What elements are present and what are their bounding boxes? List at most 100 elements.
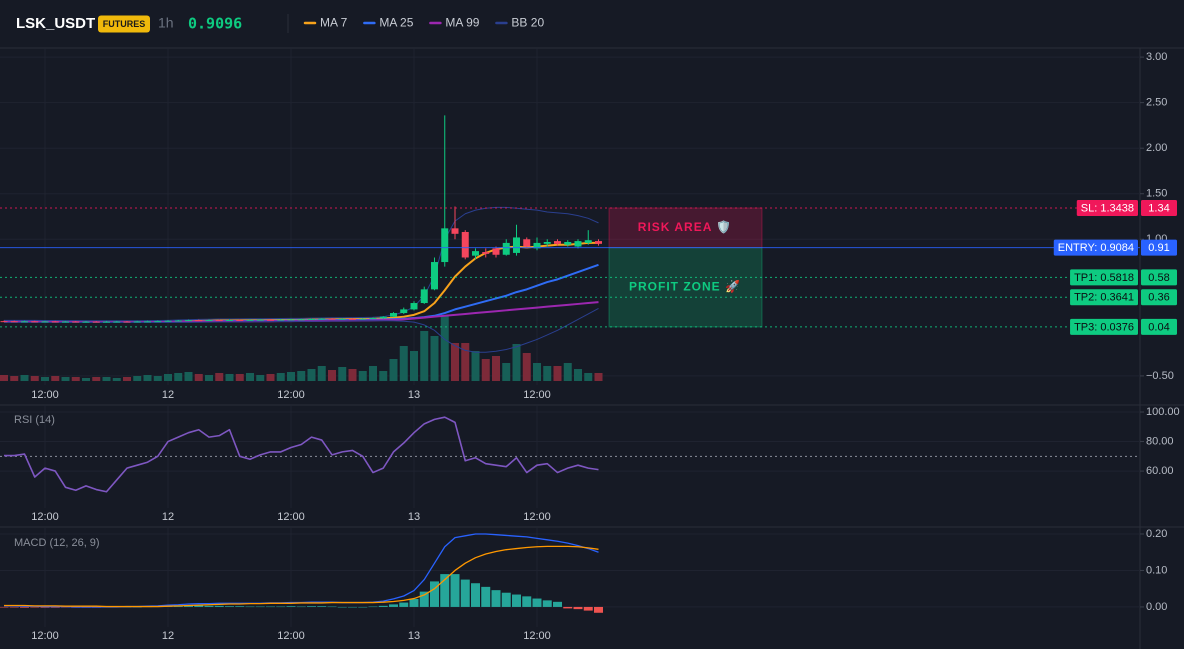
axis-label-bg <box>1141 269 1177 286</box>
y-tick-label: 2.50 <box>1146 97 1167 109</box>
volume-bar <box>164 374 172 381</box>
volume-bar <box>92 377 101 381</box>
candle-body <box>123 321 131 323</box>
x-tick-label: 13 <box>408 511 420 523</box>
histogram-bar <box>563 606 573 609</box>
rsi-line <box>4 416 599 493</box>
level-label: SL: 1.3438 <box>1081 202 1134 214</box>
level-label: TP2: 0.3641 <box>1074 292 1134 304</box>
histogram-bar <box>583 606 593 611</box>
volume-bar <box>522 353 531 381</box>
signal-line <box>4 545 599 608</box>
volume-bar <box>399 346 408 381</box>
volume-bar <box>502 363 511 381</box>
histogram-bar <box>491 590 501 607</box>
candle-body <box>297 319 305 321</box>
volume-bar <box>215 373 224 381</box>
candle-body <box>513 237 520 253</box>
candle-body <box>328 318 336 320</box>
y-tick-label: 0.00 <box>1146 601 1167 613</box>
candle-body <box>318 318 326 320</box>
candle-body <box>461 231 469 258</box>
histogram-bar <box>348 606 357 608</box>
axis-label: 0.91 <box>1148 242 1169 254</box>
histogram-bar <box>430 581 439 607</box>
x-tick-label: 12:00 <box>277 630 305 642</box>
candle-body <box>164 320 172 322</box>
volume-bar <box>369 366 377 381</box>
volume-bar <box>102 377 111 381</box>
x-tick-label: 12:00 <box>31 511 59 523</box>
zone <box>608 207 763 249</box>
histogram-bar <box>276 606 286 608</box>
histogram-bar <box>235 606 245 607</box>
histogram-bar <box>30 606 40 608</box>
zone-label: PROFIT ZONE 🚀 <box>629 279 741 293</box>
volume-bar <box>358 371 367 381</box>
candle-body <box>400 309 408 314</box>
axis-label: 0.04 <box>1148 321 1169 333</box>
x-tick-label: 12:00 <box>277 389 305 401</box>
candle-body <box>287 319 295 321</box>
candle-body <box>195 320 203 322</box>
y-tick-label: 1.50 <box>1146 188 1167 200</box>
histogram-bar <box>419 591 429 607</box>
volume-bar <box>235 374 244 381</box>
volume-bar <box>553 366 562 381</box>
panel-title: RSI (14) <box>14 414 55 426</box>
histogram-bar <box>573 606 583 610</box>
candle-body <box>349 318 356 320</box>
candle-body <box>10 321 18 323</box>
histogram-bar <box>0 606 9 608</box>
volume-bar <box>543 366 552 381</box>
volume-bar <box>379 371 388 381</box>
volume-bar <box>574 369 582 381</box>
candle-body <box>502 242 510 255</box>
volume-bar <box>533 363 541 381</box>
y-tick-label: 0.10 <box>1146 564 1167 576</box>
volume-bar <box>184 372 193 381</box>
legend-label: MA 99 <box>445 16 479 30</box>
histogram-bar <box>337 606 347 608</box>
volume-bar <box>0 375 8 381</box>
zone <box>608 247 763 328</box>
histogram-bar <box>399 602 409 607</box>
volume-bar <box>10 376 19 381</box>
axis-label-bg <box>1141 239 1177 256</box>
volume-bar <box>205 375 213 381</box>
histogram-bar <box>440 574 450 607</box>
volume-bar <box>30 376 39 381</box>
histogram-bar <box>50 606 60 608</box>
histogram-bar <box>594 606 603 613</box>
candle-body <box>574 241 582 247</box>
candle-body <box>584 240 592 243</box>
histogram-bar <box>501 592 511 607</box>
candle-body <box>523 239 531 247</box>
level-label-bg <box>1070 289 1138 306</box>
volume-bar <box>297 371 306 381</box>
candle-body <box>390 313 397 317</box>
histogram-bar <box>307 606 316 607</box>
volume-bar <box>328 370 336 381</box>
histogram-bar <box>296 606 306 608</box>
interval: 1h <box>158 15 174 31</box>
x-tick-label: 12:00 <box>277 511 305 523</box>
volume-bar <box>276 373 285 381</box>
candle-body <box>246 319 254 321</box>
legend-label: MA 7 <box>320 16 348 30</box>
x-tick-label: 13 <box>408 389 420 401</box>
histogram-bar <box>389 604 398 607</box>
candle-body <box>144 321 151 323</box>
candle-body <box>72 321 80 323</box>
x-tick-label: 12:00 <box>523 389 551 401</box>
histogram-bar <box>522 596 532 607</box>
histogram-bar <box>542 600 552 607</box>
volume-bar <box>471 351 480 381</box>
candle-body <box>82 321 90 323</box>
zone-label: RISK AREA 🛡️ <box>638 220 732 234</box>
candle-body <box>103 321 110 323</box>
candle-body <box>205 320 213 322</box>
